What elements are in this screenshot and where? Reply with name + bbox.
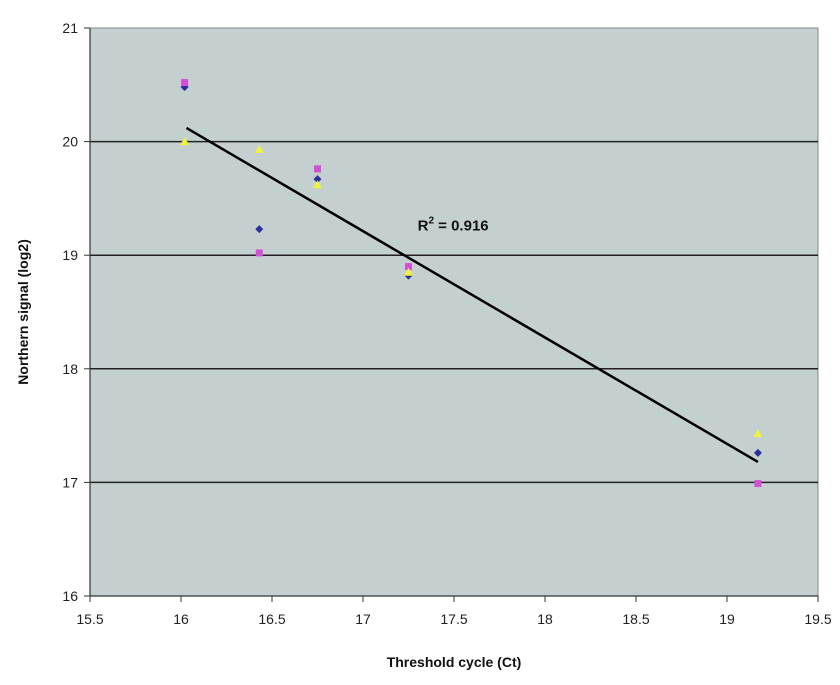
- y-tick-label: 21: [62, 20, 78, 36]
- data-point-triangle: [313, 180, 322, 189]
- data-point-square: [754, 480, 762, 488]
- trendline-group: [185, 126, 759, 464]
- data-point-triangle: [254, 145, 264, 154]
- data-points: [180, 79, 763, 488]
- x-axis-title: Threshold cycle (Ct): [387, 654, 522, 670]
- data-point-triangle: [180, 137, 190, 146]
- y-tick-label: 20: [62, 134, 78, 150]
- x-tick-labels: 15.5 16 16.5 17 17.5 18 18.5 19 19.5: [76, 596, 832, 627]
- data-point-square: [255, 249, 263, 257]
- data-point-diamond: [753, 448, 762, 457]
- data-point-diamond: [313, 175, 322, 184]
- y-tick-label: 19: [62, 247, 78, 263]
- r-squared-superscript: 2: [428, 216, 434, 227]
- trendline: [185, 126, 759, 464]
- x-tick-label: 17: [355, 611, 371, 627]
- y-tick-label: 16: [62, 588, 78, 604]
- plot-area: [89, 27, 819, 597]
- x-tick-label: 16: [173, 611, 189, 627]
- x-tick-label: 17.5: [440, 611, 467, 627]
- x-tick-label: 15.5: [76, 611, 103, 627]
- data-point-square: [405, 263, 412, 271]
- x-tick-label: 19.5: [804, 611, 831, 627]
- y-tick-label: 17: [62, 474, 78, 490]
- r-squared-annotation: R2 = 0.916: [418, 216, 489, 235]
- x-tick-label: 18.5: [622, 611, 649, 627]
- data-point-square: [181, 79, 189, 87]
- data-point-diamond: [255, 225, 264, 234]
- r-squared-value: = 0.916: [434, 218, 489, 235]
- data-point-triangle: [404, 267, 413, 276]
- y-axis-title: Northern signal (log2): [15, 239, 31, 384]
- r-squared-prefix: R: [418, 218, 429, 235]
- y-tick-label: 18: [62, 361, 78, 377]
- data-point-triangle: [753, 429, 763, 438]
- x-tick-label: 16.5: [258, 611, 285, 627]
- x-tick-label: 18: [537, 611, 553, 627]
- data-point-square: [314, 165, 321, 173]
- x-tick-label: 19: [719, 611, 735, 627]
- y-tick-labels: 16 17 18 19 20 21: [62, 20, 90, 604]
